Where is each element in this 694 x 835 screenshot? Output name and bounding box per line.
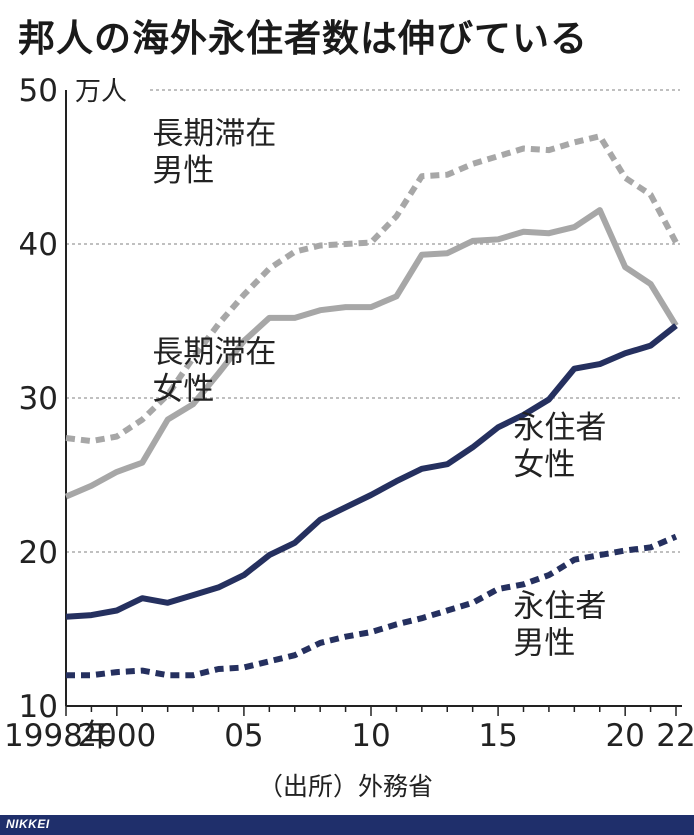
series-label-1: 長期滞在	[152, 116, 276, 152]
series-label-2: 女性	[152, 372, 214, 408]
series-line-4	[66, 533, 678, 679]
footer-bar: NIKKEI	[0, 815, 694, 835]
x-tick-label: 20	[605, 718, 644, 754]
y-unit-label: 万人	[75, 77, 127, 107]
chart-title: 邦人の海外永住者数は伸びている	[18, 17, 588, 60]
y-tick-label: 50	[19, 73, 58, 109]
nikkei-logo: NIKKEI	[6, 817, 50, 831]
series-layer	[64, 133, 679, 679]
series-label-3: 女性	[513, 447, 575, 483]
x-tick-label: 15	[478, 718, 517, 754]
x-tick-label: 05	[224, 718, 263, 754]
series-label-2: 長期滞在	[152, 335, 276, 371]
x-tick-label: 1998年	[4, 718, 114, 754]
series-label-4: 男性	[513, 626, 575, 662]
x-tick-label: 10	[351, 718, 390, 754]
y-tick-label: 10	[19, 689, 58, 725]
y-tick-label: 20	[19, 535, 58, 571]
series-label-4: 永住者	[513, 589, 606, 625]
y-tick-label: 30	[19, 381, 58, 417]
series-line-2	[64, 207, 679, 500]
series-label-3: 永住者	[513, 410, 606, 446]
grid-layer	[66, 89, 680, 553]
y-tick-label: 40	[19, 227, 58, 263]
x-tick-label: 2000	[77, 718, 156, 754]
series-line-3	[65, 323, 678, 620]
x-tick-label: 22	[656, 718, 694, 754]
series-label-1: 男性	[152, 153, 214, 189]
source-note: （出所）外務省	[258, 772, 433, 801]
